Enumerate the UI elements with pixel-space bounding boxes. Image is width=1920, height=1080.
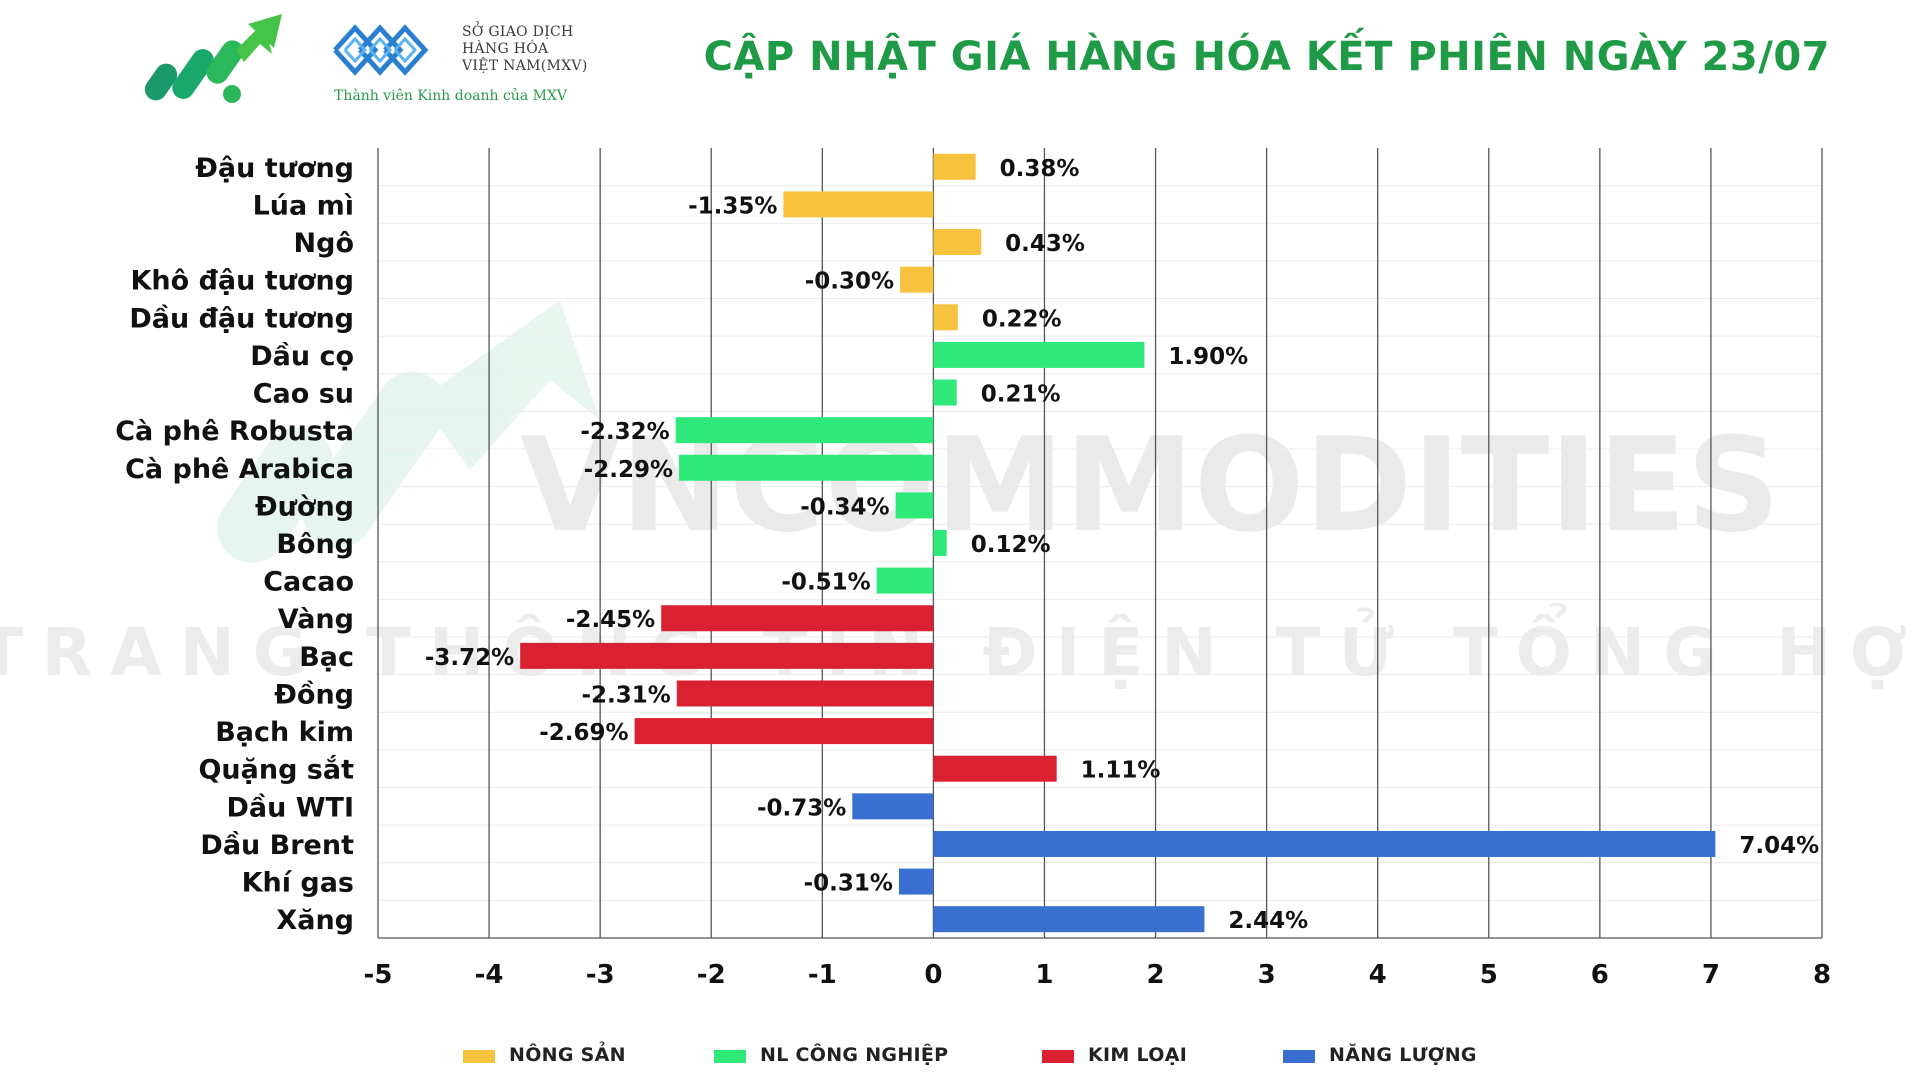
mxv-tagline: Thành viên Kinh doanh của MXV	[334, 88, 568, 104]
legend-label: NÔNG SẢN	[509, 1044, 626, 1066]
data-label: 0.22%	[982, 306, 1062, 332]
category-label: Cao su	[253, 379, 354, 410]
bar	[900, 266, 934, 293]
category-label: Bông	[276, 529, 354, 560]
legend-swatch	[1283, 1050, 1315, 1063]
bar	[933, 530, 947, 556]
data-label: 0.43%	[1005, 231, 1085, 257]
bar	[933, 153, 976, 180]
category-label: Khô đậu tương	[131, 266, 355, 297]
category-label: Đồng	[274, 679, 354, 710]
category-label: Dầu WTI	[227, 792, 355, 823]
category-label: Bạch kim	[215, 717, 354, 748]
category-label: Dầu đậu tương	[129, 303, 354, 334]
category-label: Ngô	[294, 228, 354, 259]
x-tick-label: 0	[924, 960, 942, 990]
bar	[933, 830, 1716, 857]
data-label: -2.45%	[566, 607, 655, 633]
legend-swatch	[1042, 1050, 1074, 1063]
category-label: Bạc	[299, 642, 354, 673]
x-tick-label: -1	[808, 960, 837, 990]
bar	[933, 304, 958, 331]
data-label: -0.31%	[804, 871, 893, 897]
header: SỞ GIAO DỊCH HÀNG HÓA VIỆT NAM(MXV) Thàn…	[0, 0, 1920, 130]
category-label: Khí gas	[242, 868, 354, 899]
x-tick-label: 2	[1146, 960, 1164, 990]
bar	[933, 379, 957, 406]
bar	[661, 605, 934, 632]
data-label: 0.21%	[981, 382, 1061, 408]
bar	[675, 417, 934, 444]
mxv-name-line3: VIỆT NAM(MXV)	[462, 58, 588, 74]
x-tick-label: 8	[1813, 960, 1831, 990]
data-label: -1.35%	[688, 193, 777, 219]
category-label: Cà phê Robusta	[115, 416, 354, 447]
category-label: Dầu Brent	[200, 830, 354, 861]
bar	[852, 793, 934, 820]
bar	[520, 642, 934, 669]
bar	[933, 906, 1205, 933]
data-label: 0.38%	[1000, 156, 1080, 182]
data-label: -0.34%	[800, 494, 889, 520]
data-label: -0.30%	[805, 269, 894, 295]
legend-swatch	[714, 1050, 746, 1063]
data-label: -2.29%	[584, 457, 673, 483]
bar	[895, 492, 934, 519]
bar	[933, 229, 982, 256]
x-tick-label: 5	[1480, 960, 1498, 990]
category-label: Cacao	[263, 567, 354, 598]
mxv-logo-icon	[333, 24, 429, 76]
data-label: -3.72%	[425, 645, 514, 671]
data-label: 1.11%	[1081, 758, 1161, 784]
data-label: 2.44%	[1228, 908, 1308, 934]
category-label: Đường	[255, 491, 354, 522]
bar	[933, 755, 1057, 782]
x-tick-label: -3	[586, 960, 615, 990]
data-label: -2.31%	[581, 682, 670, 708]
category-label: Xăng	[276, 905, 354, 936]
bar	[933, 341, 1145, 368]
legend: NÔNG SẢN NL CÔNG NGHIỆP KIM LOẠI NĂNG LƯỢNG	[0, 1040, 1920, 1070]
category-label: Lúa mì	[253, 190, 354, 221]
x-tick-label: 1	[1035, 960, 1053, 990]
category-label: Dầu cọ	[250, 341, 354, 372]
x-tick-label: -2	[697, 960, 726, 990]
company-logo-icon	[144, 14, 282, 103]
x-tick-label: -4	[475, 960, 504, 990]
data-label: -0.73%	[757, 795, 846, 821]
data-label: -2.69%	[539, 720, 628, 746]
bar	[634, 718, 934, 745]
x-tick-label: 6	[1591, 960, 1609, 990]
x-tick-label: 7	[1702, 960, 1720, 990]
legend-label: KIM LOẠI	[1088, 1044, 1188, 1066]
x-tick-label: -5	[364, 960, 393, 990]
legend-label: NL CÔNG NGHIỆP	[760, 1044, 949, 1066]
bar	[679, 454, 934, 481]
bar	[783, 191, 934, 218]
x-tick-label: 4	[1369, 960, 1387, 990]
legend-swatch	[463, 1050, 495, 1063]
x-tick-label: 3	[1258, 960, 1276, 990]
legend-label: NĂNG LƯỢNG	[1329, 1044, 1477, 1066]
data-label: 0.12%	[971, 532, 1051, 558]
data-label: -2.32%	[580, 419, 669, 445]
category-label: Quặng sắt	[198, 755, 354, 786]
bar	[898, 868, 934, 895]
page-title: CẬP NHẬT GIÁ HÀNG HÓA KẾT PHIÊN NGÀY 23/…	[703, 34, 1830, 80]
mxv-name-line2: HÀNG HÓA	[462, 41, 549, 57]
data-label: -0.51%	[781, 570, 870, 596]
bar	[876, 567, 934, 594]
data-label: 1.90%	[1168, 344, 1248, 370]
data-label: 7.04%	[1739, 833, 1819, 859]
mxv-name-line1: SỞ GIAO DỊCH	[462, 24, 574, 40]
bar	[676, 680, 934, 707]
category-label: Vàng	[278, 604, 354, 635]
category-label: Cà phê Arabica	[125, 454, 354, 485]
category-label: Đậu tương	[195, 153, 354, 184]
